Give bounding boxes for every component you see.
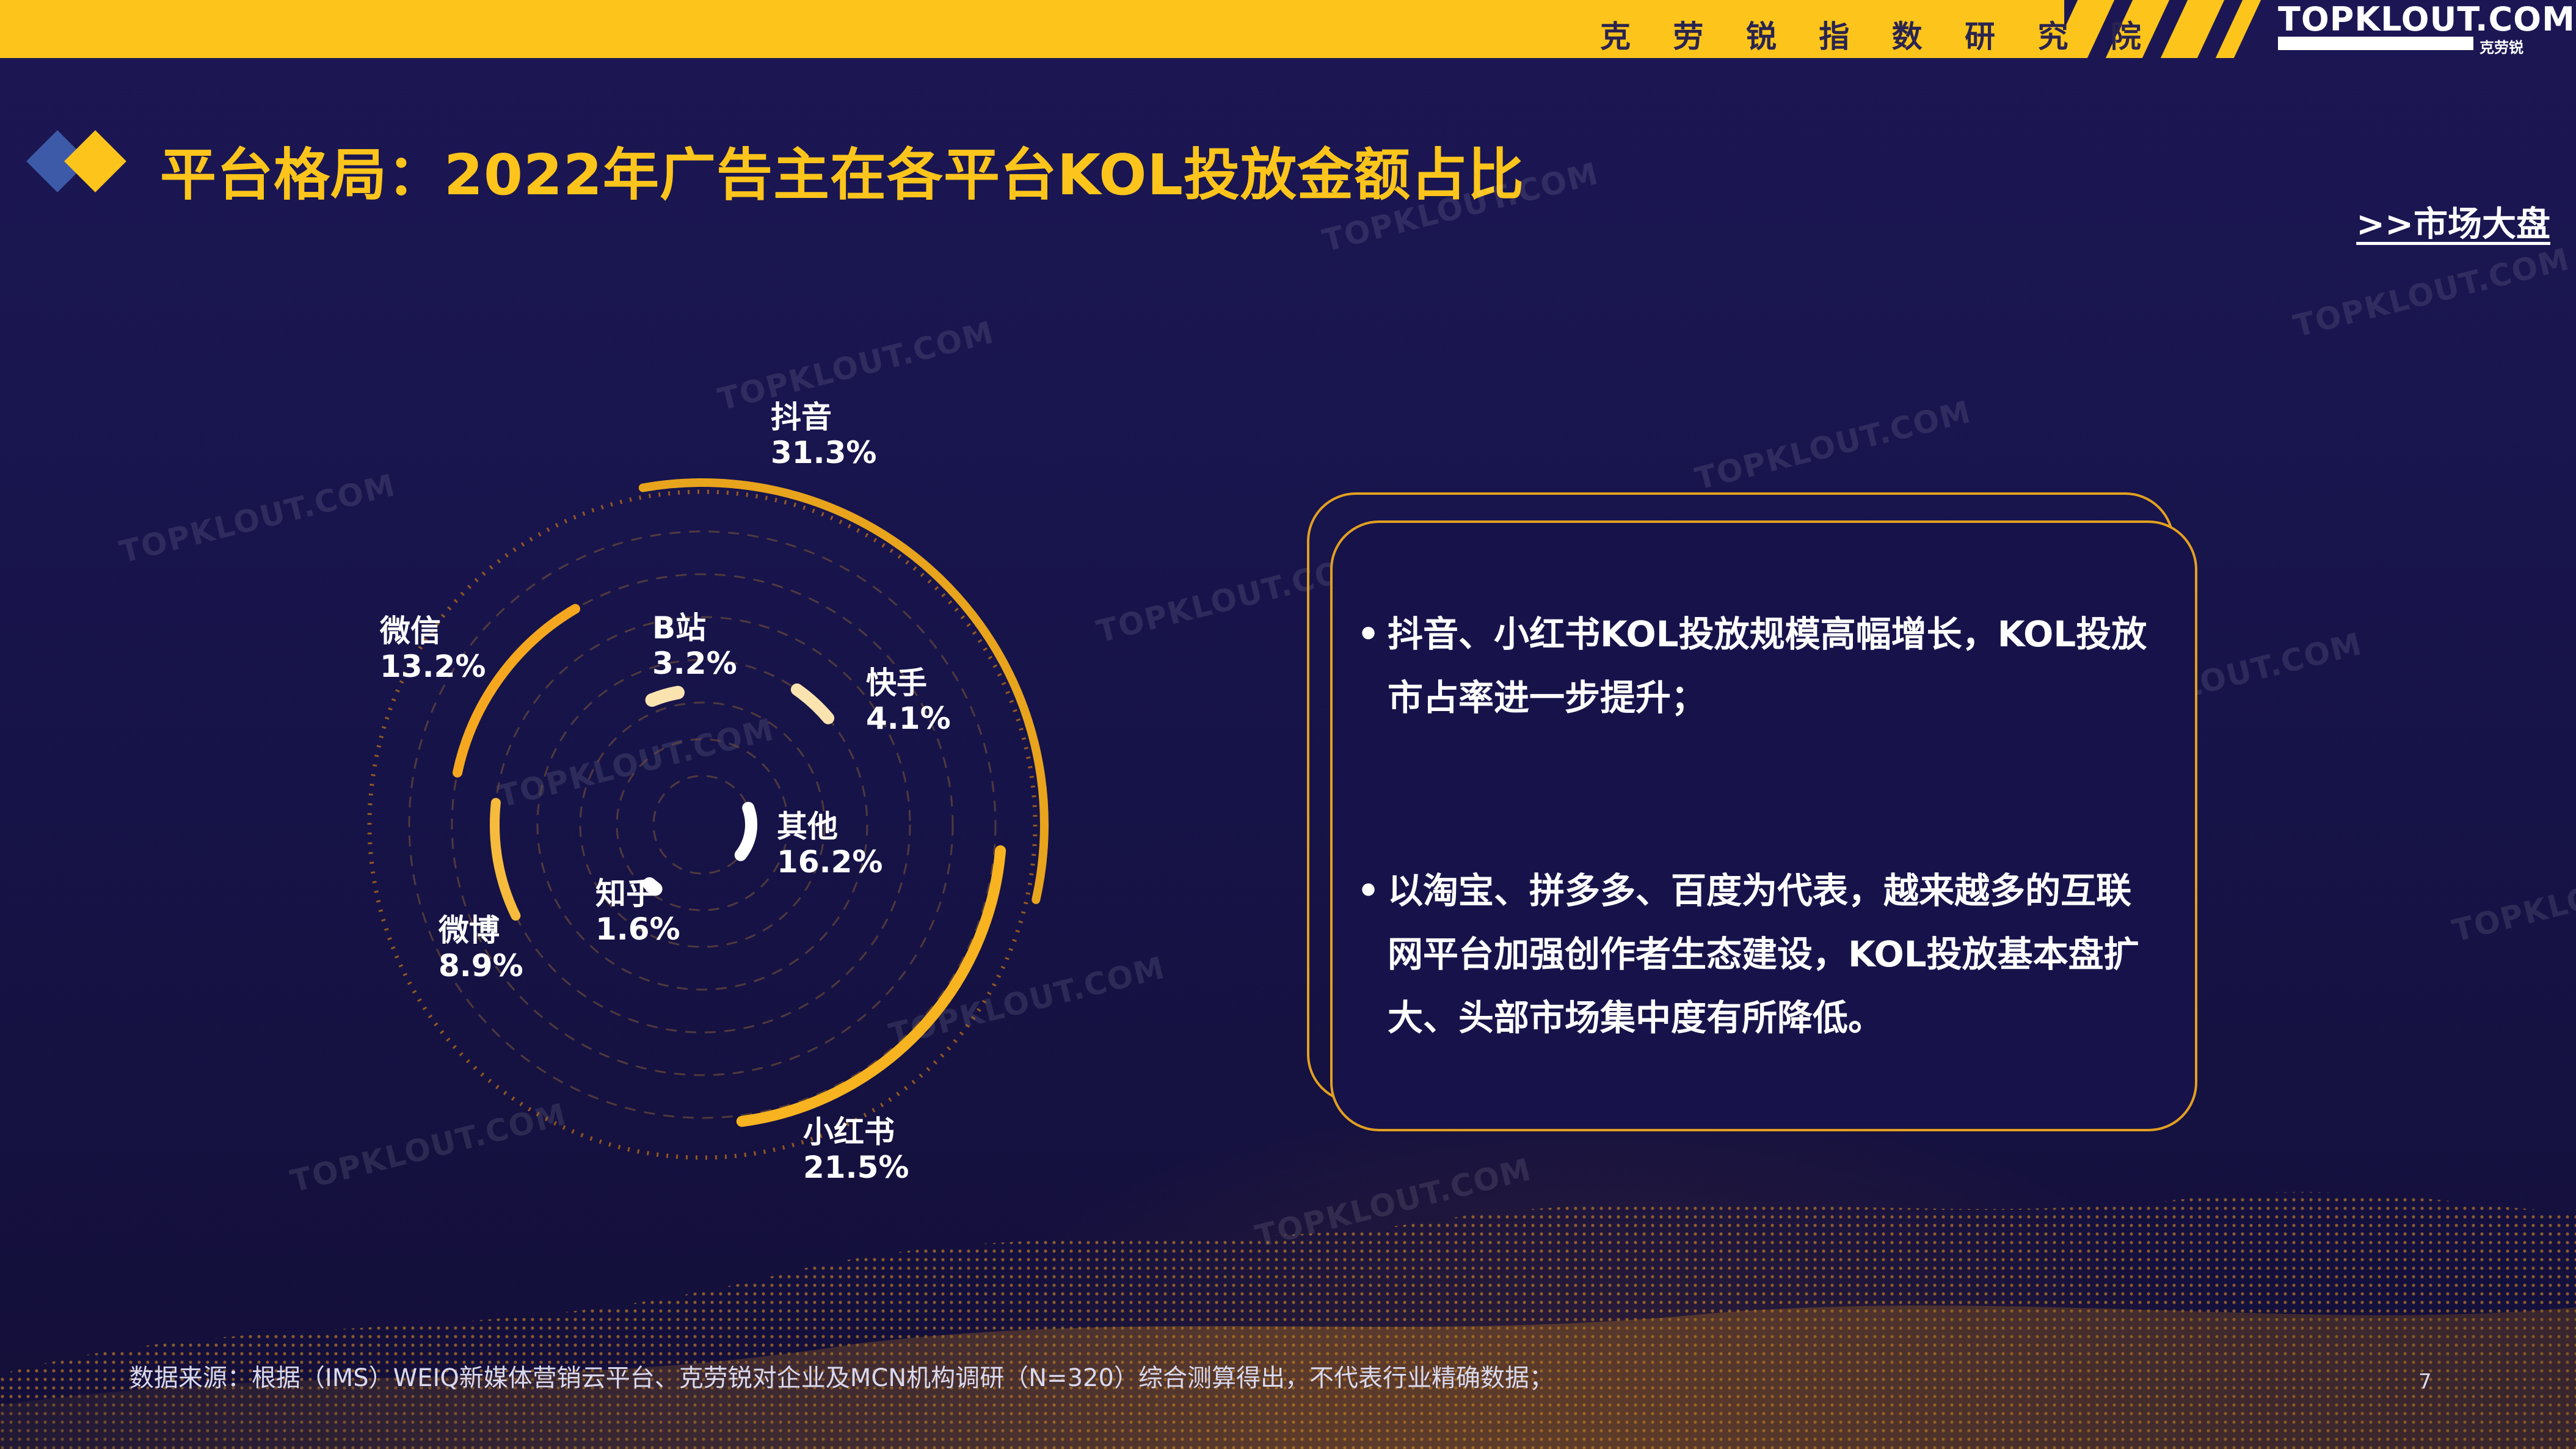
label-value: 4.1% <box>866 701 951 736</box>
wave-glow <box>0 1305 2576 1449</box>
arc-其他 <box>734 801 758 861</box>
arc-抖音 <box>638 478 1049 904</box>
page-title: 平台格局：2022年广告主在各平台KOL投放金额占比 <box>160 142 1525 208</box>
page-number: 7 <box>2418 1370 2432 1394</box>
bullet-dot: • <box>1357 870 1380 911</box>
topklout-logo: TOPKLOUT.COM 克劳锐 <box>2278 0 2575 58</box>
bullet-item: • 抖音、小红书KOL投放规模高幅增长，KOL投放市占率进一步提升； <box>1357 602 2157 729</box>
logo-strip <box>2278 37 2473 50</box>
label-name: 快手 <box>866 665 927 701</box>
bullet-item: • 以淘宝、拼多多、百度为代表，越来越多的互联网平台加强创作者生态建设，KOL投… <box>1357 859 2157 1049</box>
guide-circle <box>579 701 826 948</box>
bullet-text: 抖音、小红书KOL投放规模高幅增长，KOL投放市占率进一步提升； <box>1388 613 2147 718</box>
label-name: 知乎 <box>595 876 657 911</box>
label-name: 抖音 <box>771 400 832 435</box>
label-value: 8.9% <box>438 948 523 984</box>
label-name: 微信 <box>379 613 441 649</box>
label-name: 其他 <box>777 809 838 844</box>
guide-circle <box>536 659 868 991</box>
arc-小红书 <box>736 845 1006 1127</box>
label-value: 31.3% <box>771 435 876 470</box>
guide-circle <box>408 530 997 1119</box>
institute-name: 克 劳 锐 指 数 研 究 院 <box>1600 19 2157 54</box>
bullet-dot: • <box>1357 613 1380 655</box>
dotted-wave-background <box>0 1192 2576 1449</box>
data-source-note: 数据来源：根据（IMS）WEIQ新媒体营销云平台、克劳锐对企业及MCN机构调研（… <box>129 1364 1554 1392</box>
arc-知乎 <box>642 877 663 896</box>
arc-快手 <box>790 683 835 724</box>
label-value: 3.2% <box>652 646 737 681</box>
guide-circle <box>616 738 789 911</box>
arc-B站 <box>645 685 685 707</box>
market-overview-link[interactable]: >>市场大盘 <box>2356 205 2550 244</box>
label-name: 小红书 <box>803 1114 895 1150</box>
arc-微信 <box>453 604 580 778</box>
arc-微博 <box>490 798 521 921</box>
label-value: 13.2% <box>380 649 486 684</box>
label-value: 1.6% <box>595 911 680 947</box>
bullet-text: 以淘宝、拼多多、百度为代表，越来越多的互联网平台加强创作者生态建设，KOL投放基… <box>1388 870 2139 1038</box>
label-value: 21.5% <box>803 1150 909 1185</box>
guide-circle <box>367 489 1038 1160</box>
logo-text: TOPKLOUT.COM <box>2278 0 2575 38</box>
label-name: B站 <box>652 610 706 646</box>
info-box: • 抖音、小红书KOL投放规模高幅增长，KOL投放市占率进一步提升； • 以淘宝… <box>1330 520 2197 1131</box>
label-value: 16.2% <box>777 844 882 880</box>
logo-cn-text: 克劳锐 <box>2480 39 2523 56</box>
guide-circle <box>451 573 954 1076</box>
label-name: 微博 <box>438 913 500 948</box>
header-bar <box>0 0 2064 58</box>
